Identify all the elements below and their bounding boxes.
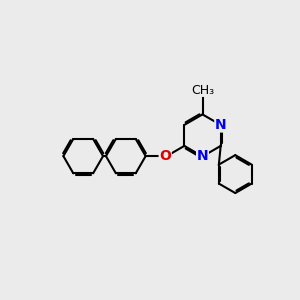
Text: N: N bbox=[197, 149, 208, 164]
Text: N: N bbox=[215, 118, 226, 132]
Text: CH₃: CH₃ bbox=[191, 84, 214, 97]
Text: O: O bbox=[159, 149, 171, 163]
